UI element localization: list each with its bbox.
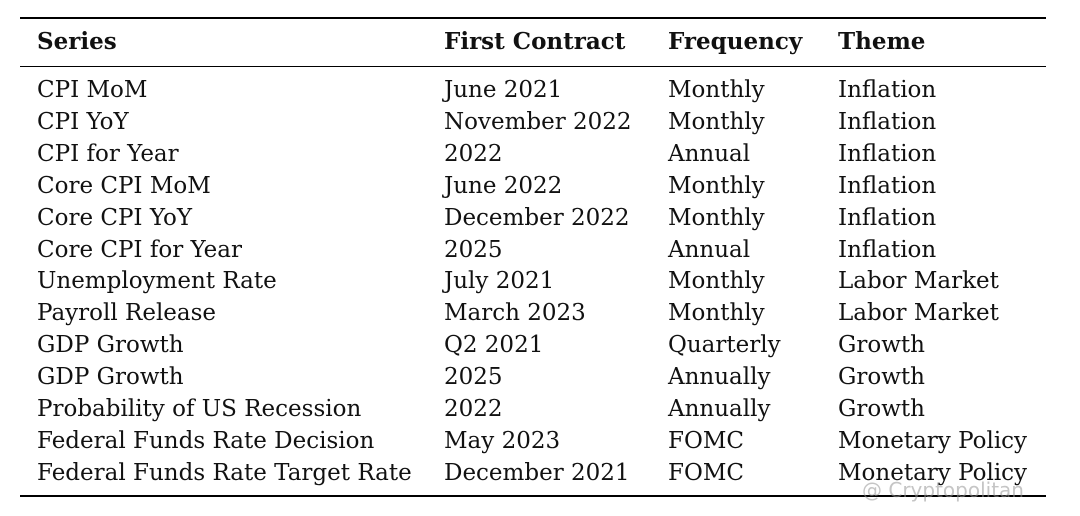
table-cell: Inflation <box>838 172 937 199</box>
table-cell: 2022 <box>444 140 503 167</box>
table-cell: 2022 <box>444 396 503 422</box>
table-cell: FOMC <box>668 427 744 454</box>
table-cell: Inflation <box>838 108 937 135</box>
table-cell: Annually <box>668 364 771 391</box>
table-cell: Payroll Release <box>37 300 217 327</box>
table-cell: June 2022 <box>444 172 563 199</box>
table-cell: Annual <box>668 236 751 263</box>
table-cell: GDP Growth <box>37 332 184 359</box>
table-cell: 2025 <box>444 364 503 391</box>
table-cell: FOMC <box>668 459 744 486</box>
table-cell: Monthly <box>668 77 765 103</box>
table-cell: Federal Funds Rate Decision <box>37 427 375 454</box>
table-cell: May 2023 <box>444 427 561 454</box>
table-cell: Growth <box>838 364 925 391</box>
table-cell: Inflation <box>838 77 937 103</box>
table-cell: Inflation <box>838 140 937 167</box>
table-cell: December 2022 <box>444 204 630 231</box>
table-cell: Monetary Policy <box>838 427 1028 454</box>
table-cell: Labor Market <box>838 300 999 327</box>
table-cell: March 2023 <box>444 300 586 327</box>
column-header: First Contract <box>444 28 626 55</box>
table-cell: Annually <box>668 396 771 422</box>
column-header: Frequency <box>668 28 803 55</box>
table-cell: 2025 <box>444 236 503 263</box>
table-cell: CPI MoM <box>37 77 148 103</box>
table-cell: Monthly <box>668 268 765 295</box>
table-cell: CPI YoY <box>37 108 129 135</box>
table-cell: Unemployment Rate <box>37 268 277 295</box>
table-cell: November 2022 <box>444 108 632 135</box>
watermark: @ Cryptopolitan <box>862 478 1024 502</box>
table-cell: Monthly <box>668 172 765 199</box>
table-cell: Federal Funds Rate Target Rate <box>37 459 412 486</box>
table-cell: Quarterly <box>668 332 781 359</box>
header-rule <box>20 66 1046 67</box>
table-cell: July 2021 <box>444 268 555 295</box>
table-cell: Monthly <box>668 300 765 327</box>
column-header: Series <box>37 28 117 55</box>
top-rule <box>20 17 1046 19</box>
table-cell: Probability of US Recession <box>37 396 362 422</box>
column-header: Theme <box>838 28 926 55</box>
table-cell: Growth <box>838 332 925 359</box>
table-cell: Inflation <box>838 236 937 263</box>
table-cell: Monetary Policy <box>838 459 1028 486</box>
table-cell: Q2 2021 <box>444 332 544 359</box>
bottom-rule <box>20 495 1046 497</box>
table-cell: Core CPI MoM <box>37 172 211 199</box>
table-cell: June 2021 <box>444 77 563 103</box>
table-cell: CPI for Year <box>37 140 179 167</box>
table-cell: Core CPI for Year <box>37 236 243 263</box>
table-cell: Monthly <box>668 204 765 231</box>
table-cell: Inflation <box>838 204 937 231</box>
table-cell: Annual <box>668 140 751 167</box>
table-cell: Growth <box>838 396 925 422</box>
table-cell: December 2021 <box>444 459 630 486</box>
table-cell: Monthly <box>668 108 765 135</box>
table-cell: GDP Growth <box>37 364 184 391</box>
table-cell: Core CPI YoY <box>37 204 193 231</box>
table-cell: Labor Market <box>838 268 999 295</box>
